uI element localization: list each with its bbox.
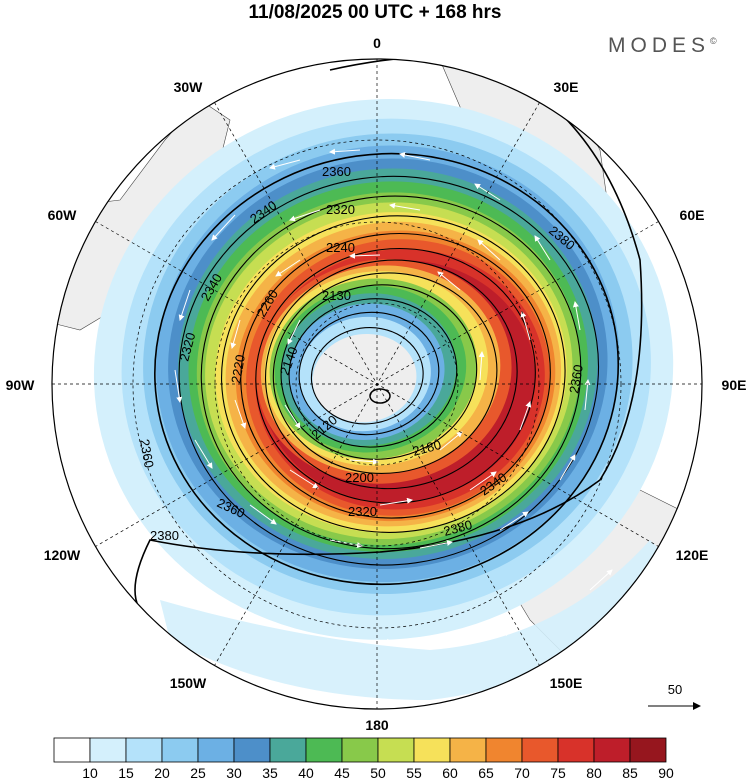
colorbar-label: 20: [154, 765, 170, 781]
colorbar-swatch: [413, 737, 451, 763]
colorbar-label: 40: [298, 765, 314, 781]
lon-label-180: 180: [365, 717, 389, 733]
colorbar-label: 90: [658, 765, 674, 781]
lon-label-0: 0: [373, 35, 381, 51]
colorbar-label: 85: [622, 765, 638, 781]
brand-name: MODES: [608, 34, 711, 57]
colorbar-swatch: [161, 737, 199, 763]
colorbar-swatch: [377, 737, 415, 763]
colorbar-swatch: [593, 737, 631, 763]
colorbar-label: 45: [334, 765, 350, 781]
colorbar-swatch: [449, 737, 487, 763]
colorbar-swatch: [305, 737, 343, 763]
lon-label-60e: 60E: [680, 207, 705, 223]
colorbar-swatch: [89, 737, 127, 763]
contour-label: 2320: [176, 331, 198, 363]
colorbar-swatch: [125, 737, 163, 763]
map-field: [52, 59, 702, 709]
colorbar-label: 25: [190, 765, 206, 781]
colorbar-swatch: [521, 737, 559, 763]
map-boundary: [51, 58, 703, 710]
lon-label-60w: 60W: [48, 207, 78, 223]
graticule: [52, 59, 702, 709]
brand-mark: ©: [710, 36, 722, 46]
lon-label-90w: 90W: [6, 377, 36, 393]
lon-label-120w: 120W: [44, 547, 81, 563]
secondary-jet-shading: [160, 540, 670, 700]
colorbar-swatch: [197, 737, 235, 763]
lon-label-30w: 30W: [174, 79, 204, 95]
lon-label-120e: 120E: [676, 547, 709, 563]
contour-label: 2320: [326, 202, 355, 217]
contour-label: 2320: [348, 504, 377, 519]
colorbar-swatch: [341, 737, 379, 763]
colorbar-label: 65: [478, 765, 494, 781]
wind-speed-shading: [93, 99, 674, 640]
colorbar-swatch: [269, 737, 307, 763]
colorbar-label: 80: [586, 765, 602, 781]
lon-label-90e: 90E: [722, 377, 747, 393]
colorbar-swatch: [629, 737, 667, 763]
contour-label: 2180: [411, 437, 443, 459]
contour-label: 2200: [345, 470, 374, 485]
colorbar-label: 30: [226, 765, 242, 781]
contour-label: 2360: [566, 363, 586, 394]
colorbar-label: 60: [442, 765, 458, 781]
contour-label: 2360: [322, 164, 351, 179]
lon-label-150e: 150E: [550, 675, 583, 691]
colorbar-swatch: [485, 737, 523, 763]
colorbar-label: 75: [550, 765, 566, 781]
contour-label: 2380: [442, 517, 474, 539]
lon-label-30e: 30E: [554, 79, 579, 95]
colorbar-label: 70: [514, 765, 530, 781]
wind-vectors: [174, 148, 613, 645]
colorbar-label: 35: [262, 765, 278, 781]
longitude-labels: 0 30W 30E 60W 60E 90W 90E 120W 120E 150W…: [6, 35, 747, 733]
map-title: 11/08/2025 00 UTC + 168 hrs: [248, 2, 502, 23]
colorbar-swatch: [557, 737, 595, 763]
brand-logo: MODES©: [608, 34, 722, 58]
colorbar-swatch: [233, 737, 271, 763]
contour-label: 2360: [137, 438, 157, 469]
contour-label: 2130: [322, 288, 351, 303]
colorbar-label: 10: [82, 765, 98, 781]
reference-vector-label: 50: [668, 682, 682, 697]
colorbar: 10 15 20 25 30 35 40 45 50 55 60 65 70 75 80 85 90: [53, 737, 674, 781]
colorbar-label: 50: [370, 765, 386, 781]
contour-label: 2240: [326, 240, 355, 255]
colorbar-swatch: [53, 737, 91, 763]
lon-label-150w: 150W: [170, 675, 207, 691]
reference-vector: 50: [648, 682, 701, 710]
contour-label: 2380: [150, 528, 179, 543]
colorbar-label: 55: [406, 765, 422, 781]
colorbar-label: 15: [118, 765, 134, 781]
contour-label: 2220: [228, 353, 248, 384]
